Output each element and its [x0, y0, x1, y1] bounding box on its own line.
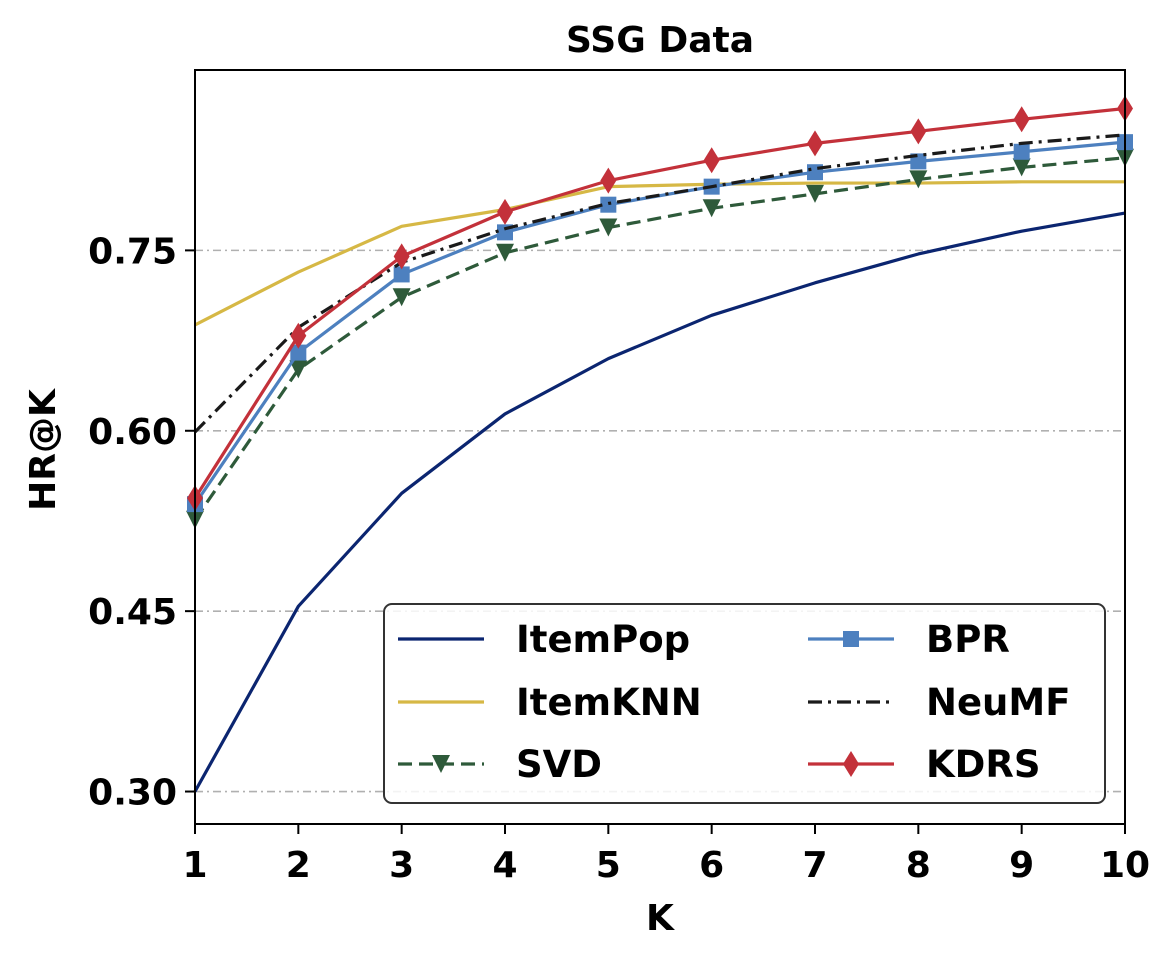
series-line: [193, 156, 1126, 521]
square-marker: [393, 266, 410, 283]
series-line: [193, 106, 1126, 499]
series-line: [193, 211, 1126, 793]
y-axis: 0.30 0.45 0.60 0.75: [88, 231, 195, 814]
legend-item-itempop: ItemPop: [398, 618, 690, 661]
x-axis: 1 2 3 4 5 6 7 8 9 10: [182, 824, 1150, 886]
x-tick-label: 5: [596, 845, 621, 886]
triangle-marker: [702, 199, 721, 218]
legend-item-bpr: BPR: [808, 618, 1010, 661]
legend: ItemPop ItemKNN SVD BPR NeuMF KDRS: [383, 603, 1106, 804]
series-kdrs: [187, 95, 1133, 512]
x-tick-label: 8: [906, 845, 931, 886]
series-svd: [186, 148, 1134, 529]
diamond-marker: [807, 130, 823, 157]
legend-box: [383, 603, 1106, 804]
triangle-marker: [806, 184, 824, 203]
series-group: [186, 95, 1134, 793]
square-marker: [290, 344, 307, 361]
x-axis-label: K: [646, 898, 675, 939]
x-tick-label: 1: [182, 845, 207, 886]
square-marker: [600, 196, 617, 213]
series-line: [194, 180, 1125, 327]
diamond-marker: [600, 167, 617, 194]
triangle-marker: [599, 218, 618, 237]
legend-item-neumf: NeuMF: [808, 681, 1071, 724]
diamond-marker: [703, 147, 720, 174]
triangle-marker: [432, 755, 450, 773]
plot-frame: [194, 69, 1126, 825]
y-tick-label: 0.75: [88, 231, 177, 272]
series-bpr: [187, 134, 1133, 513]
series-line: [193, 133, 1126, 434]
diamond-marker: [1013, 106, 1030, 133]
diamond-marker: [393, 243, 410, 270]
series-itemknn: [194, 180, 1125, 327]
x-tick-label: 4: [492, 845, 517, 886]
x-tick-label: 10: [1100, 845, 1150, 886]
diamond-marker: [843, 751, 859, 777]
legend-label: BPR: [926, 618, 1010, 661]
chart-title: SSG Data: [566, 20, 754, 61]
legend-label: ItemPop: [516, 618, 690, 661]
legend-item-kdrs: KDRS: [808, 743, 1041, 786]
x-tick-label: 3: [389, 845, 414, 886]
series-line: [193, 140, 1126, 506]
square-marker: [1013, 143, 1030, 160]
diamond-marker: [497, 198, 513, 225]
y-tick-label: 0.45: [88, 592, 177, 633]
triangle-marker: [496, 243, 514, 262]
legend-item-svd: SVD: [398, 743, 602, 786]
diamond-marker: [290, 322, 307, 349]
legend-label: ItemKNN: [516, 681, 702, 724]
series-itempop: [193, 211, 1126, 793]
legend-item-itemknn: ItemKNN: [398, 681, 702, 724]
series-neumf: [193, 133, 1126, 434]
diamond-marker: [910, 118, 927, 145]
legend-label: SVD: [516, 743, 602, 786]
y-axis-label: HR@K: [23, 388, 64, 511]
y-tick-label: 0.60: [88, 412, 177, 453]
legend-label: KDRS: [926, 743, 1041, 786]
legend-label: NeuMF: [926, 681, 1071, 724]
triangle-marker: [392, 288, 411, 307]
square-marker: [843, 631, 859, 647]
triangle-marker: [1012, 158, 1031, 177]
x-tick-label: 7: [802, 845, 827, 886]
x-tick-label: 2: [286, 845, 311, 886]
x-tick-label: 9: [1009, 845, 1034, 886]
triangle-marker: [289, 360, 308, 379]
triangle-marker: [909, 170, 928, 189]
x-tick-label: 6: [699, 845, 724, 886]
y-tick-label: 0.30: [88, 773, 177, 814]
